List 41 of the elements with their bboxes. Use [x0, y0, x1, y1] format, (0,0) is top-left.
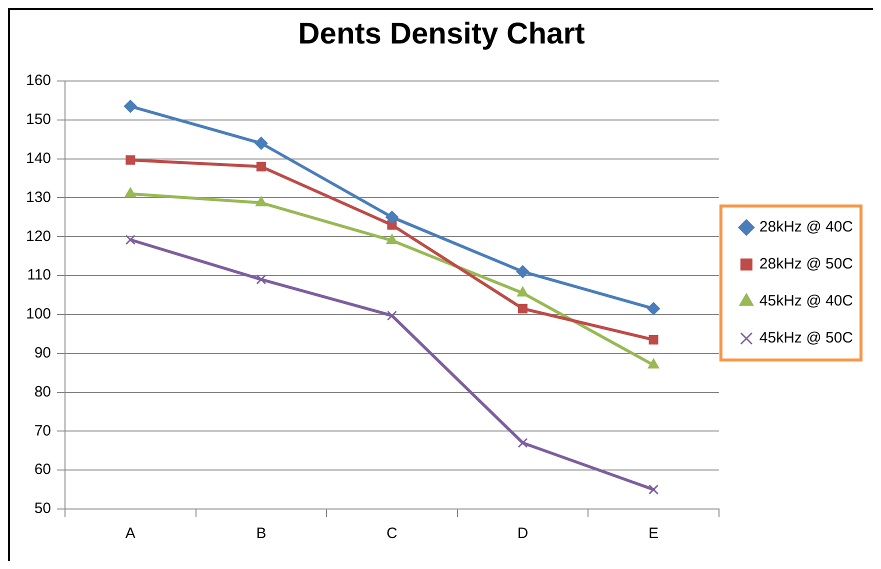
point — [126, 155, 136, 165]
point — [647, 302, 660, 316]
y-tick-label: 110 — [27, 266, 52, 284]
y-tick-label: 60 — [34, 461, 52, 478]
x-tick-label: A — [125, 525, 136, 542]
point — [385, 210, 398, 224]
point — [518, 304, 528, 314]
y-tick-label: 150 — [26, 111, 52, 128]
point — [386, 310, 397, 321]
point — [125, 234, 136, 245]
y-tick-label: 70 — [34, 422, 52, 440]
legend-label: 45kHz @ 50C — [759, 330, 854, 347]
point — [254, 136, 268, 150]
y-tick-label: 160 — [26, 72, 52, 90]
point — [648, 484, 659, 495]
x-tick-label: D — [517, 525, 528, 542]
point — [124, 187, 136, 198]
legend-label: 45kHz @ 40C — [759, 292, 854, 310]
y-tick-label: 130 — [26, 188, 52, 206]
point — [256, 274, 266, 284]
chart-title: Dents Density Chart — [298, 17, 585, 50]
point — [517, 286, 528, 297]
point — [124, 100, 137, 113]
legend-label: 28kHz @ 40C — [759, 218, 854, 236]
x-tick-label: C — [386, 525, 398, 542]
y-tick-label: 100 — [26, 306, 52, 323]
point — [255, 196, 267, 206]
y-tick-label: 50 — [34, 500, 52, 518]
y-tick-label: 120 — [26, 228, 52, 245]
x-tick-label: E — [648, 525, 659, 542]
point — [516, 265, 530, 278]
y-tick-label: 80 — [34, 383, 52, 400]
point — [518, 438, 528, 448]
point — [648, 335, 658, 344]
y-tick-label: 140 — [26, 150, 52, 167]
point — [256, 162, 266, 172]
point — [386, 234, 398, 244]
point — [648, 358, 660, 369]
legend-label: 28kHz @ 50C — [759, 256, 854, 273]
y-tick-label: 90 — [34, 344, 52, 362]
x-tick-label: B — [256, 525, 266, 542]
